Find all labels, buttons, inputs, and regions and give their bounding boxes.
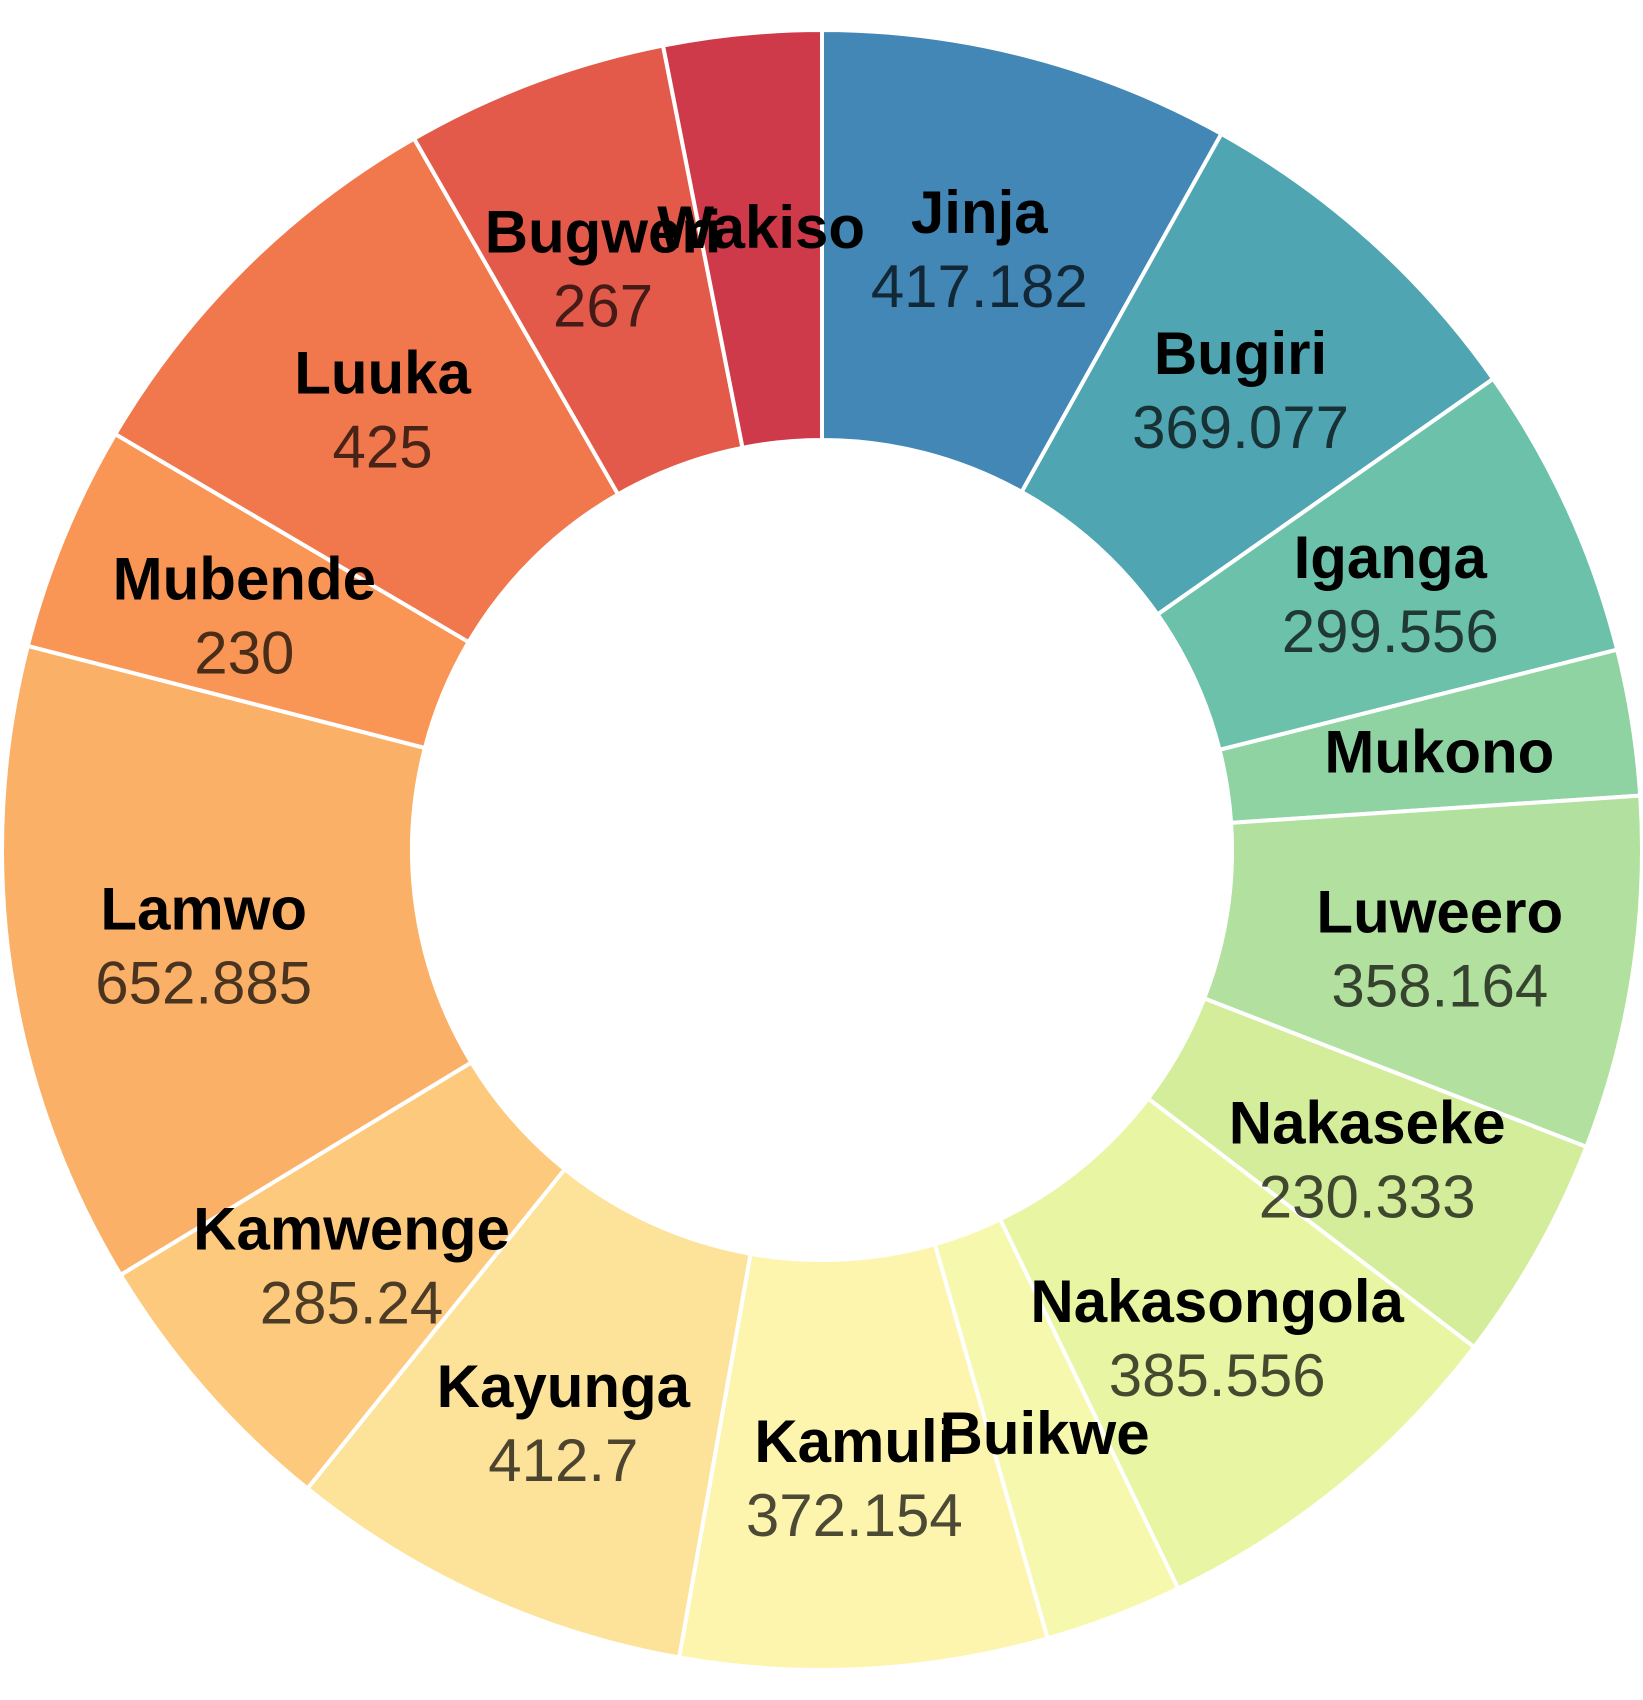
slice-value-luweero: 358.164 bbox=[1331, 953, 1548, 1020]
slices-layer bbox=[0, 27, 1643, 1672]
slice-label-lamwo: Lamwo bbox=[100, 875, 307, 942]
slice-label-nakaseke: Nakaseke bbox=[1229, 1090, 1506, 1157]
slice-value-bugweri: 267 bbox=[553, 273, 653, 340]
slice-label-bugweri: Bugweri bbox=[485, 199, 722, 266]
slice-value-kamwenge: 285.24 bbox=[260, 1269, 444, 1336]
slice-value-nakaseke: 230.333 bbox=[1259, 1164, 1476, 1231]
slice-luuka[interactable] bbox=[112, 135, 621, 645]
slice-label-mukono: Mukono bbox=[1324, 719, 1554, 786]
slice-value-kamuli: 372.154 bbox=[746, 1482, 963, 1549]
slice-label-luuka: Luuka bbox=[294, 340, 471, 407]
slice-label-mubende: Mubende bbox=[113, 545, 376, 612]
slice-label-buikwe: Buikwe bbox=[940, 1400, 1150, 1467]
slice-wakiso[interactable] bbox=[660, 27, 824, 451]
slice-label-iganga: Iganga bbox=[1294, 524, 1488, 591]
slice-label-wakiso: Wakiso bbox=[657, 194, 865, 261]
slice-nakasongola[interactable] bbox=[997, 1095, 1477, 1592]
slice-label-kayunga: Kayunga bbox=[437, 1353, 691, 1420]
slice-jinja[interactable] bbox=[820, 27, 1225, 495]
slice-value-kayunga: 412.7 bbox=[488, 1427, 638, 1494]
slice-label-kamuli: Kamuli bbox=[754, 1408, 954, 1475]
slice-value-jinja: 417.182 bbox=[871, 253, 1088, 320]
slice-luweero[interactable] bbox=[1201, 793, 1643, 1150]
slice-value-lamwo: 652.885 bbox=[95, 949, 312, 1016]
slice-value-iganga: 299.556 bbox=[1282, 598, 1499, 665]
slice-label-nakasongola: Nakasongola bbox=[1030, 1268, 1404, 1335]
slice-kayunga[interactable] bbox=[304, 1166, 753, 1660]
slice-label-luweero: Luweero bbox=[1316, 879, 1563, 946]
slice-label-bugiri: Bugiri bbox=[1154, 320, 1327, 387]
slice-label-kamwenge: Kamwenge bbox=[193, 1195, 510, 1262]
slice-bugiri[interactable] bbox=[1018, 131, 1496, 618]
slice-value-nakasongola: 385.556 bbox=[1109, 1342, 1326, 1409]
labels-layer: Jinja 417.182 Bugiri 369.077 Iganga 299.556 Mu… bbox=[95, 179, 1563, 1549]
slice-value-luuka: 425 bbox=[332, 414, 432, 481]
slice-value-mubende: 230 bbox=[194, 619, 294, 686]
slice-value-bugiri: 369.077 bbox=[1132, 394, 1349, 461]
slice-label-jinja: Jinja bbox=[911, 179, 1048, 246]
slice-lamwo[interactable] bbox=[0, 643, 475, 1278]
